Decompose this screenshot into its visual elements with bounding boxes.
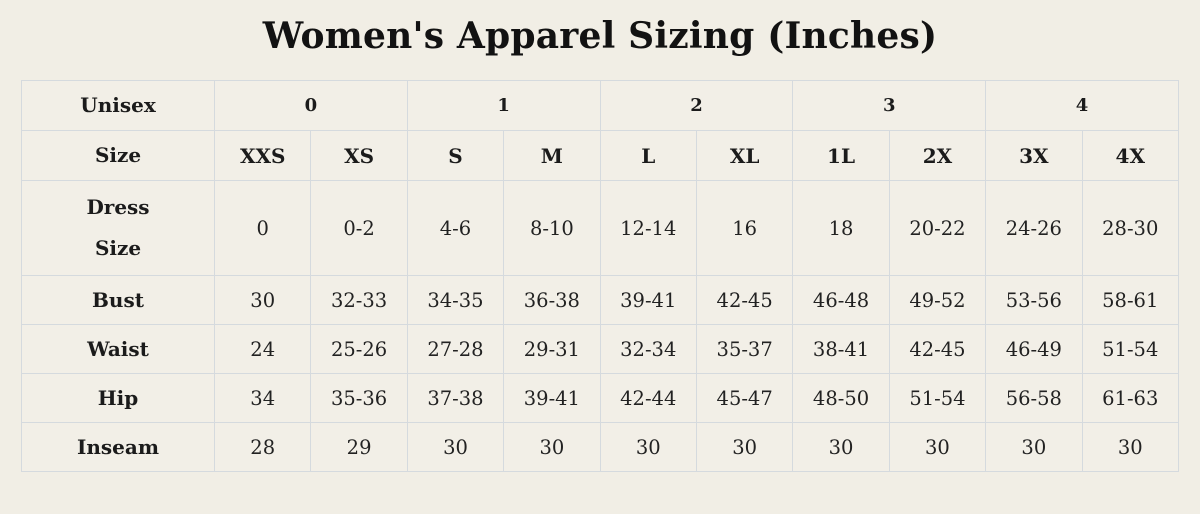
group-cell: 2 [599,80,794,131]
data-cell: 38-41 [792,324,890,374]
size-header-cell: XS [310,130,408,181]
data-cell: 8-10 [503,180,601,276]
data-cell: 37-38 [406,373,505,423]
size-header-cell: 1L [792,130,890,181]
data-cell: 56-58 [985,373,1083,423]
data-cell: 18 [792,180,890,276]
data-cell: 39-41 [503,373,601,423]
data-cell: 42-45 [888,324,987,374]
data-cell: 29-31 [503,324,601,374]
group-cell: 4 [985,80,1179,131]
data-cell: 36-38 [503,275,601,325]
data-cell: 0-2 [310,180,408,276]
data-cell: 28 [213,422,312,472]
data-cell: 30 [213,275,312,325]
table-row: Hip 34 35-36 37-38 39-41 42-44 45-47 48-50 51-54… [21,373,1180,423]
data-cell: 30 [599,422,697,472]
data-cell: 30 [792,422,890,472]
data-cell: 46-48 [792,275,890,325]
group-row: Unisex 0 1 2 3 4 [21,80,1179,131]
data-cell: 16 [695,180,794,276]
data-cell: 61-63 [1081,373,1180,423]
data-cell: 0 [213,180,312,276]
data-cell: 30 [695,422,794,472]
row-label-cell: Waist [21,324,215,374]
group-cell: 0 [214,80,408,131]
data-cell: 49-52 [888,275,987,325]
data-cell: 34-35 [406,275,505,325]
row-label-cell: Size [21,130,215,181]
table-row: Dress Size 0 0-2 4-6 8-10 12-14 16 18 20-22 24-26… [21,180,1180,276]
size-header-cell: L [599,130,697,181]
data-cell: 30 [406,422,505,472]
data-cell: 30 [888,422,987,472]
group-cell: 3 [792,80,987,131]
data-cell: 39-41 [599,275,697,325]
data-cell: 4-6 [406,180,505,276]
group-cell: 1 [406,80,601,131]
data-cell: 45-47 [695,373,794,423]
data-cell: 32-34 [599,324,697,374]
data-cell: 25-26 [310,324,408,374]
row-label-cell: Hip [21,373,215,423]
size-header-cell: XXS [213,130,312,181]
data-cell: 46-49 [985,324,1083,374]
data-cell: 35-37 [695,324,794,374]
data-cell: 51-54 [1081,324,1180,374]
size-header-cell: M [503,130,601,181]
row-label-cell: Bust [21,275,215,325]
data-cell: 42-44 [599,373,697,423]
row-label-cell: Unisex [21,80,215,131]
data-cell: 20-22 [888,180,987,276]
size-header-cell: XL [695,130,794,181]
data-cell: 24-26 [985,180,1083,276]
data-cell: 34 [213,373,312,423]
sizing-table: Unisex 0 1 2 3 4 Size XXS XS S M L XL 1L 2X 3X 4X Dress S… [21,80,1180,472]
data-cell: 48-50 [792,373,890,423]
data-cell: 28-30 [1081,180,1180,276]
data-cell: 32-33 [310,275,408,325]
table-row: Bust 30 32-33 34-35 36-38 39-41 42-45 46-48 49-5… [21,275,1180,325]
data-cell: 35-36 [310,373,408,423]
data-cell: 24 [213,324,312,374]
size-header-cell: S [406,130,505,181]
sizing-table-body: Unisex 0 1 2 3 4 Size XXS XS S M L XL 1L 2X 3X 4X Dress S… [21,80,1180,472]
size-row: Size XXS XS S M L XL 1L 2X 3X 4X [21,130,1180,181]
size-header-cell: 3X [985,130,1083,181]
data-cell: 42-45 [695,275,794,325]
size-header-cell: 2X [888,130,987,181]
size-header-cell: 4X [1081,130,1180,181]
data-cell: 30 [1081,422,1180,472]
data-cell: 30 [503,422,601,472]
data-cell: 53-56 [985,275,1083,325]
data-cell: 29 [310,422,408,472]
data-cell: 58-61 [1081,275,1180,325]
table-row: Inseam 28 29 30 30 30 30 30 30 30 30 [21,422,1180,472]
row-label-cell: Dress Size [21,180,215,276]
data-cell: 12-14 [599,180,697,276]
data-cell: 51-54 [888,373,987,423]
data-cell: 27-28 [406,324,505,374]
page-title: Women's Apparel Sizing (Inches) [262,15,938,57]
data-cell: 30 [985,422,1083,472]
page: Women's Apparel Sizing (Inches) Unisex 0 1… [0,14,1200,514]
table-row: Waist 24 25-26 27-28 29-31 32-34 35-37 38-41 42-… [21,324,1180,374]
row-label-cell: Inseam [21,422,215,472]
